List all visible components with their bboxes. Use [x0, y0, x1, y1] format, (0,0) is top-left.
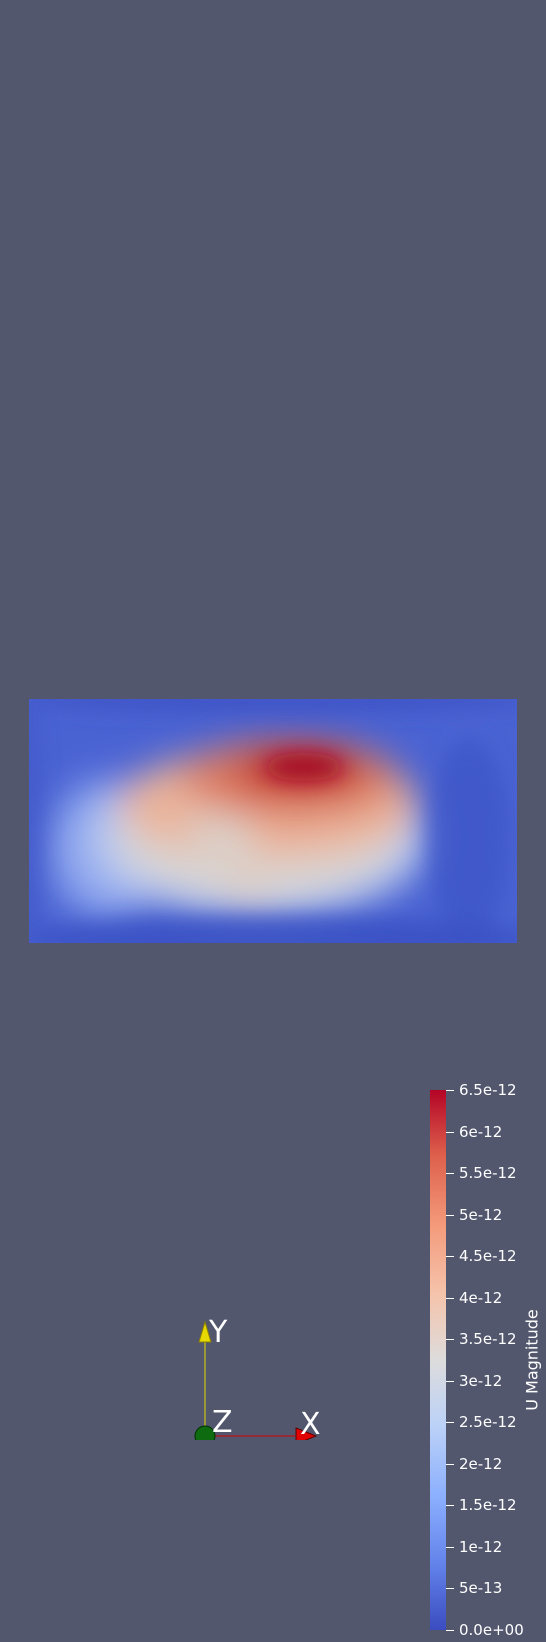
colorbar-tick-label: 3.5e-12 — [459, 1330, 517, 1349]
colorbar-tick-label: 1.5e-12 — [459, 1496, 517, 1515]
colorbar-tick-mark — [446, 1630, 454, 1631]
colorbar-tick-label: 0.0e+00 — [459, 1621, 524, 1639]
colorbar-tick-mark — [446, 1297, 454, 1299]
z-axis-sphere — [194, 1425, 216, 1440]
colorbar-tick-mark — [446, 1505, 454, 1507]
colorbar-tick-label: 5.5e-12 — [459, 1164, 517, 1183]
colorbar-tick-label: 6.5e-12 — [459, 1081, 517, 1099]
colorbar-tick-mark — [446, 1131, 454, 1133]
colorbar-title: U Magnitude — [522, 1309, 542, 1411]
colorbar-tick-label: 5e-12 — [459, 1205, 503, 1224]
colorbar-tick-label: 6e-12 — [459, 1122, 503, 1141]
colorbar-tick-mark — [446, 1173, 454, 1175]
colorbar-tick-label: 4e-12 — [459, 1288, 503, 1307]
colorbar-tick-mark — [446, 1256, 454, 1258]
x-axis-cone — [295, 1427, 318, 1440]
colorbar-tick-label: 2.5e-12 — [459, 1413, 517, 1432]
colorbar-tick-label: 4.5e-12 — [459, 1247, 517, 1266]
colorbar-tick-label: 1e-12 — [459, 1537, 503, 1556]
colorbar-tick-mark — [446, 1546, 454, 1548]
colorbar-tick-mark — [446, 1214, 454, 1216]
velocity-magnitude-field[interactable] — [29, 699, 517, 943]
colorbar-gradient — [430, 1090, 446, 1630]
colorbar-tick-label: 5e-13 — [459, 1579, 503, 1598]
y-axis-label: Y — [209, 1315, 228, 1350]
z-axis-label: Z — [212, 1405, 233, 1440]
colorbar-tick-mark — [446, 1380, 454, 1382]
colorbar-tick-mark — [446, 1090, 454, 1091]
colorbar-tick-mark — [446, 1463, 454, 1465]
y-axis-cone — [198, 1320, 212, 1343]
colorbar-tick-mark — [446, 1422, 454, 1424]
colorbar-tick-mark — [446, 1588, 454, 1590]
orientation-axes[interactable] — [170, 1310, 340, 1440]
colorbar-tick-label: 3e-12 — [459, 1371, 503, 1390]
x-axis-label: X — [300, 1407, 321, 1442]
colorbar-tick-label: 2e-12 — [459, 1454, 503, 1473]
colorbar-tick-mark — [446, 1339, 454, 1341]
